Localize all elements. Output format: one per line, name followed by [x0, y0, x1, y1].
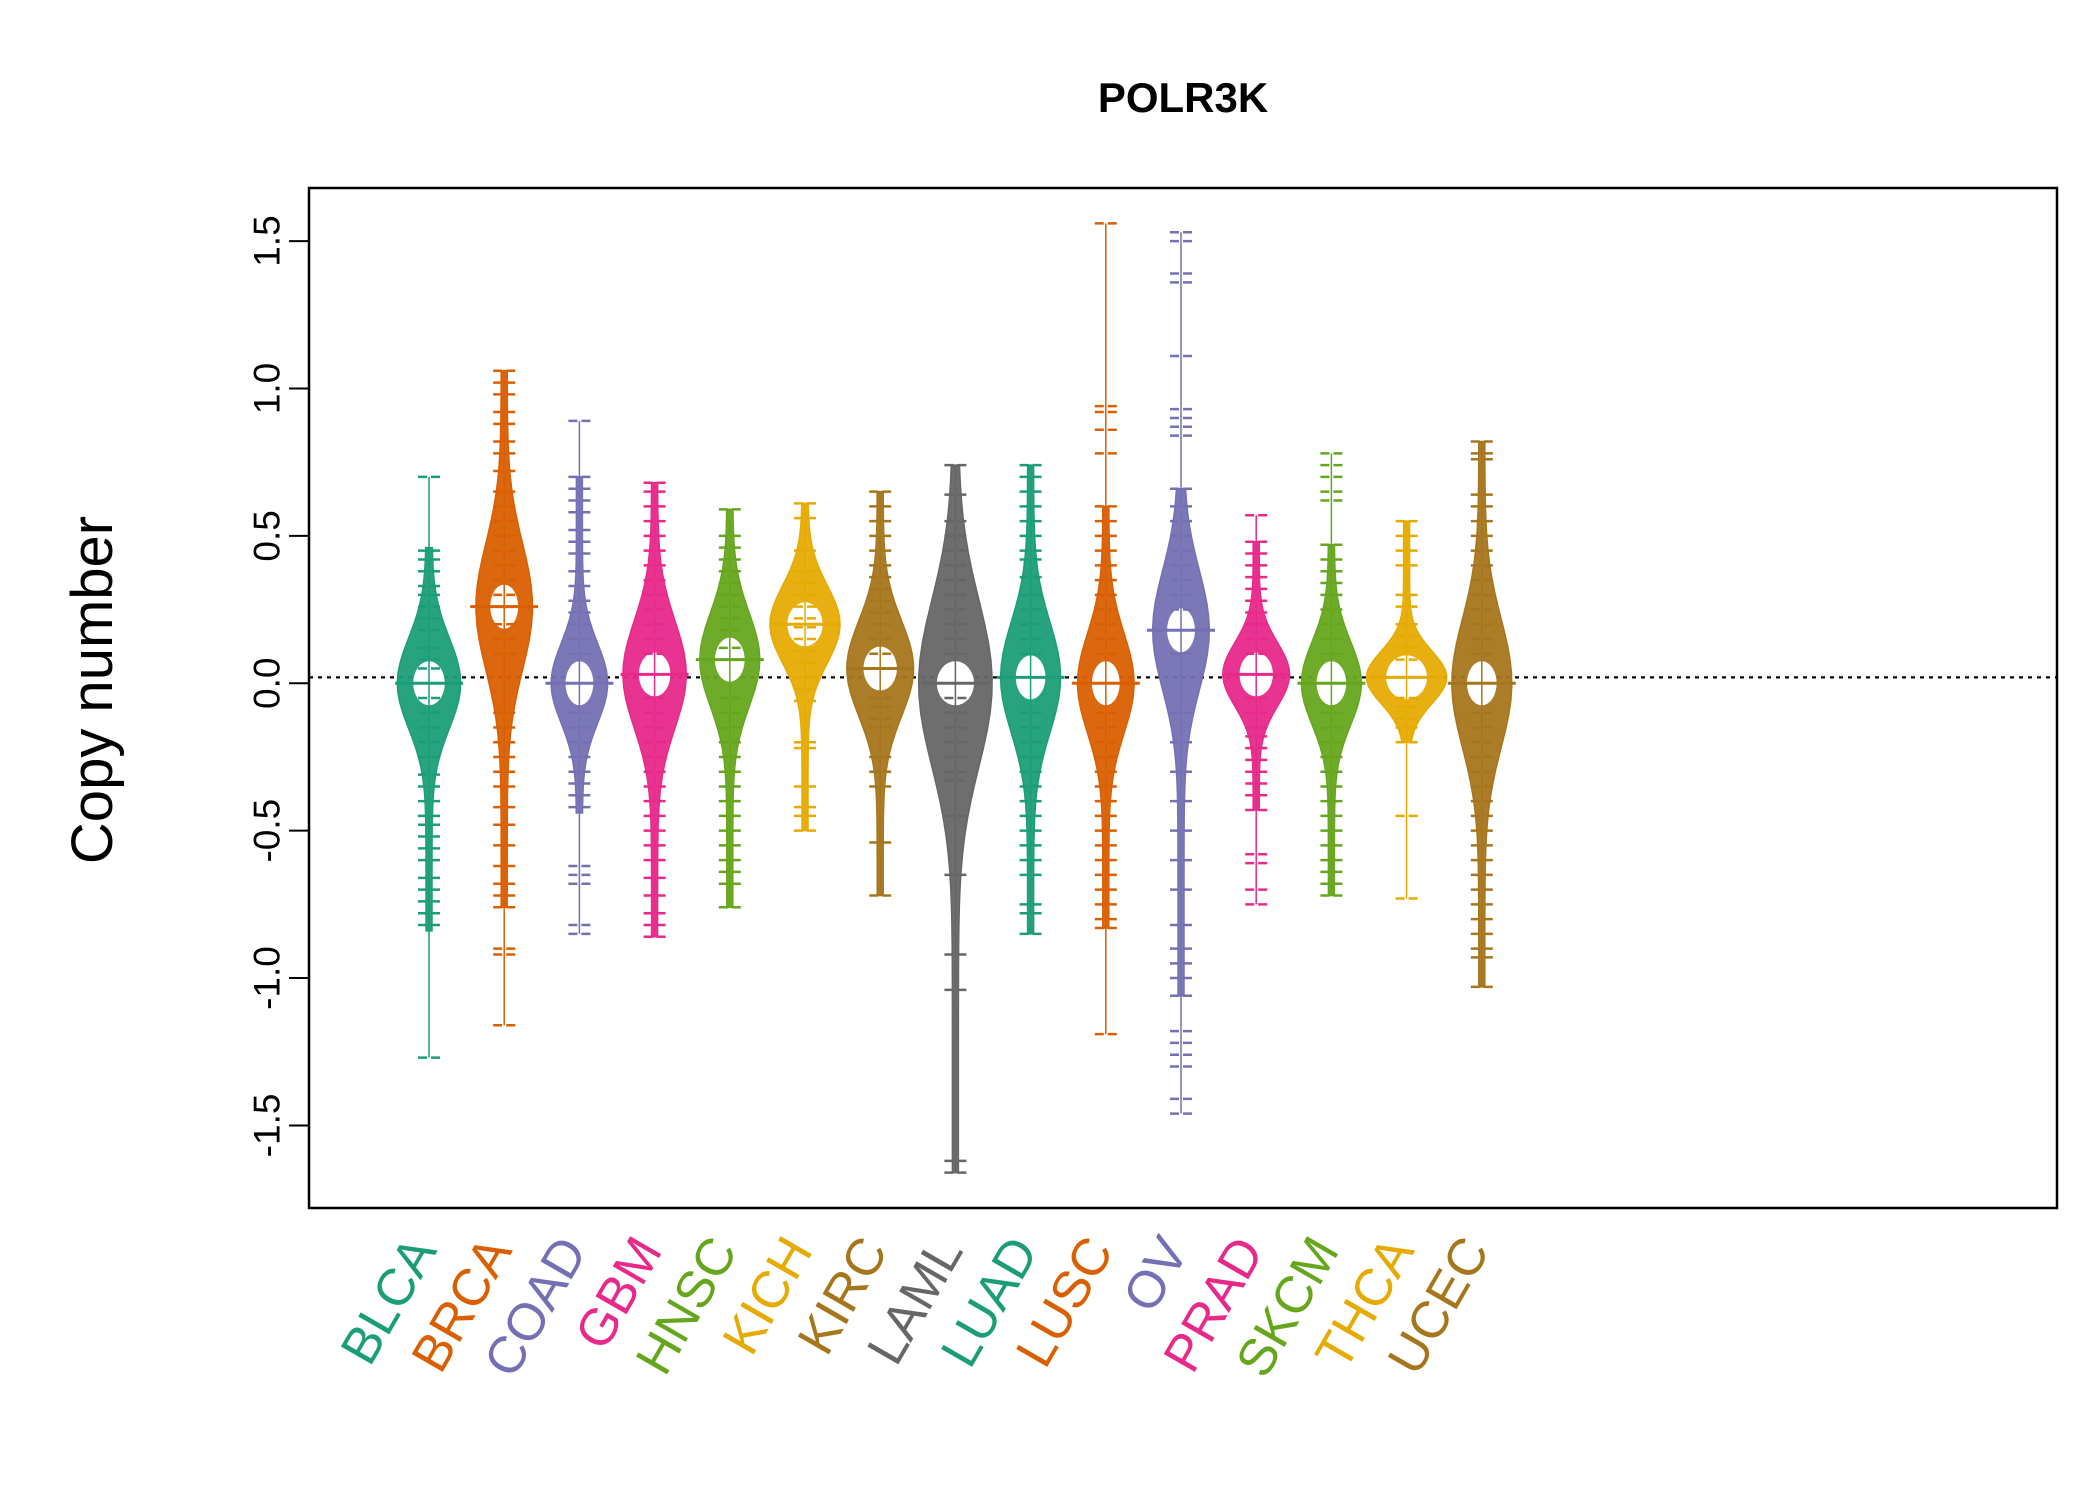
- bean-lusc: [1071, 222, 1140, 1036]
- y-tick-label: -0.5: [247, 799, 288, 863]
- bean-thca: [1365, 519, 1448, 900]
- bean-brca: [470, 369, 539, 1027]
- y-tick-label: 0.5: [247, 510, 288, 561]
- y-tick-label: 1.5: [247, 215, 288, 266]
- bean-blca: [395, 475, 463, 1059]
- y-axis-label: Copy number: [60, 516, 125, 864]
- bean-luad: [996, 463, 1065, 936]
- y-tick-label: 0.0: [247, 658, 288, 709]
- bean-hnsc: [695, 508, 764, 909]
- y-axis: -1.5 -1.0 -0.5 0.0 0.5 1.0 1.5: [247, 215, 310, 1157]
- plot-area: [309, 222, 2057, 1174]
- chart-title: POLR3K: [1098, 74, 1268, 121]
- y-tick-label: -1.5: [247, 1094, 288, 1158]
- bean-ucec: [1447, 440, 1516, 989]
- bean-gbm: [620, 481, 689, 939]
- bean-kich: [769, 502, 841, 832]
- bean-skcm: [1297, 452, 1366, 897]
- bean-kirc: [846, 490, 915, 897]
- y-tick-label: 1.0: [247, 363, 288, 414]
- y-tick-label: -1.0: [247, 946, 288, 1010]
- bean-laml: [917, 463, 993, 1174]
- bean-coad: [545, 419, 614, 936]
- bean-ov: [1147, 230, 1215, 1115]
- bean-prad: [1222, 513, 1291, 906]
